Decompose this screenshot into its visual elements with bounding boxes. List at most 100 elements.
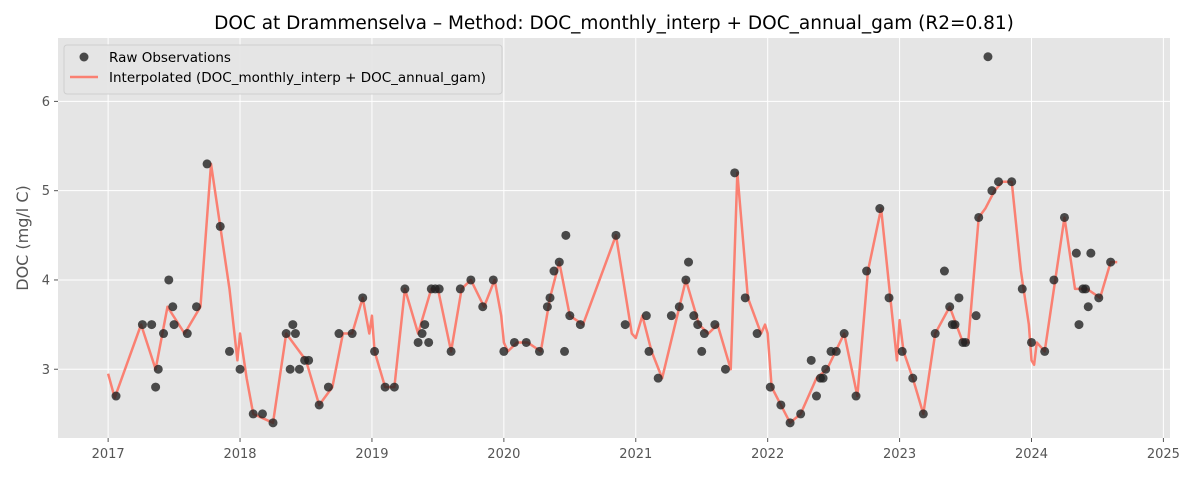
raw-observations-series bbox=[111, 52, 1116, 428]
raw-observation-point bbox=[389, 382, 399, 392]
x-tick-label: 2018 bbox=[223, 447, 256, 462]
raw-observation-point bbox=[851, 391, 861, 401]
raw-observation-point bbox=[111, 391, 121, 401]
raw-observation-point bbox=[994, 177, 1004, 187]
raw-observation-point bbox=[918, 409, 928, 419]
y-axis: 3 4 5 6 bbox=[42, 95, 58, 378]
raw-observation-point bbox=[290, 329, 300, 339]
x-tick-label: 2025 bbox=[1147, 447, 1180, 462]
raw-observation-point bbox=[954, 293, 964, 303]
raw-observation-point bbox=[1106, 257, 1116, 267]
raw-observation-point bbox=[1081, 284, 1091, 294]
raw-observation-point bbox=[446, 346, 456, 356]
raw-observation-point bbox=[455, 284, 465, 294]
raw-observation-point bbox=[620, 320, 630, 330]
raw-observation-point bbox=[1059, 212, 1069, 222]
raw-observation-point bbox=[674, 302, 684, 312]
raw-observation-point bbox=[971, 311, 981, 321]
raw-observation-point bbox=[192, 302, 202, 312]
raw-observation-point bbox=[400, 284, 410, 294]
raw-observation-point bbox=[561, 230, 571, 240]
raw-observation-point bbox=[358, 293, 368, 303]
raw-observation-point bbox=[897, 346, 907, 356]
raw-observation-point bbox=[752, 329, 762, 339]
raw-observation-point bbox=[684, 257, 694, 267]
raw-observation-point bbox=[478, 302, 488, 312]
raw-observation-point bbox=[987, 186, 997, 196]
raw-observation-point bbox=[137, 320, 147, 330]
raw-observation-point bbox=[347, 329, 357, 339]
raw-observation-point bbox=[697, 346, 707, 356]
raw-observation-point bbox=[159, 329, 169, 339]
raw-observation-point bbox=[730, 168, 740, 178]
raw-observation-point bbox=[740, 293, 750, 303]
raw-observation-point bbox=[1026, 337, 1036, 347]
legend-interp-label: Interpolated (DOC_monthly_interp + DOC_a… bbox=[109, 70, 486, 86]
raw-observation-point bbox=[549, 266, 559, 276]
legend-raw-label: Raw Observations bbox=[109, 50, 231, 66]
chart-title: DOC at Drammenselva – Method: DOC_monthl… bbox=[214, 13, 1014, 34]
raw-observation-point bbox=[1049, 275, 1059, 285]
raw-observation-point bbox=[424, 337, 434, 347]
raw-observation-point bbox=[939, 266, 949, 276]
raw-observation-point bbox=[839, 329, 849, 339]
raw-observation-point bbox=[235, 364, 245, 374]
raw-observation-point bbox=[417, 329, 427, 339]
raw-observation-point bbox=[644, 346, 654, 356]
raw-observation-point bbox=[169, 320, 179, 330]
raw-observation-point bbox=[215, 221, 225, 231]
raw-observation-point bbox=[862, 266, 872, 276]
y-tick-label: 3 bbox=[42, 363, 50, 378]
raw-observation-point bbox=[380, 382, 390, 392]
raw-observation-point bbox=[151, 382, 161, 392]
raw-observation-point bbox=[334, 329, 344, 339]
legend-raw-marker bbox=[79, 52, 89, 62]
raw-observation-point bbox=[666, 311, 676, 321]
raw-observation-point bbox=[765, 382, 775, 392]
raw-observation-point bbox=[1074, 320, 1084, 330]
raw-observation-point bbox=[560, 346, 570, 356]
x-axis: 2017 2018 2019 2020 2021 2022 2023 2024 2025 bbox=[92, 438, 1180, 462]
raw-observation-point bbox=[681, 275, 691, 285]
raw-observation-point bbox=[983, 52, 993, 62]
raw-observation-point bbox=[693, 320, 703, 330]
x-tick-label: 2022 bbox=[751, 447, 784, 462]
raw-observation-point bbox=[488, 275, 498, 285]
legend: Raw Observations Interpolated (DOC_month… bbox=[63, 44, 503, 95]
raw-observation-point bbox=[908, 373, 918, 383]
raw-observation-point bbox=[370, 346, 380, 356]
x-tick-label: 2021 bbox=[619, 447, 652, 462]
x-tick-label: 2017 bbox=[92, 447, 125, 462]
x-tick-label: 2020 bbox=[487, 447, 520, 462]
raw-observation-point bbox=[420, 320, 430, 330]
raw-observation-point bbox=[785, 418, 795, 428]
raw-observation-point bbox=[248, 409, 258, 419]
raw-observation-point bbox=[153, 364, 163, 374]
x-tick-label: 2019 bbox=[355, 447, 388, 462]
raw-observation-point bbox=[961, 337, 971, 347]
raw-observation-point bbox=[575, 320, 585, 330]
raw-observation-point bbox=[434, 284, 444, 294]
raw-observation-point bbox=[554, 257, 564, 267]
raw-observation-point bbox=[565, 311, 575, 321]
x-tick-label: 2024 bbox=[1015, 447, 1048, 462]
raw-observation-point bbox=[202, 159, 212, 169]
raw-observation-point bbox=[168, 302, 178, 312]
raw-observation-point bbox=[545, 293, 555, 303]
raw-observation-point bbox=[281, 329, 291, 339]
raw-observation-point bbox=[288, 320, 298, 330]
raw-observation-point bbox=[831, 346, 841, 356]
raw-observation-point bbox=[811, 391, 821, 401]
raw-observation-point bbox=[1086, 248, 1096, 258]
raw-observation-point bbox=[304, 355, 314, 365]
grid-lines bbox=[58, 38, 1170, 438]
raw-observation-point bbox=[653, 373, 663, 383]
legend-box bbox=[63, 44, 503, 95]
raw-observation-point bbox=[945, 302, 955, 312]
raw-observation-point bbox=[509, 337, 519, 347]
raw-observation-point bbox=[542, 302, 552, 312]
raw-observation-point bbox=[689, 311, 699, 321]
raw-observation-point bbox=[818, 373, 828, 383]
raw-observation-point bbox=[710, 320, 720, 330]
